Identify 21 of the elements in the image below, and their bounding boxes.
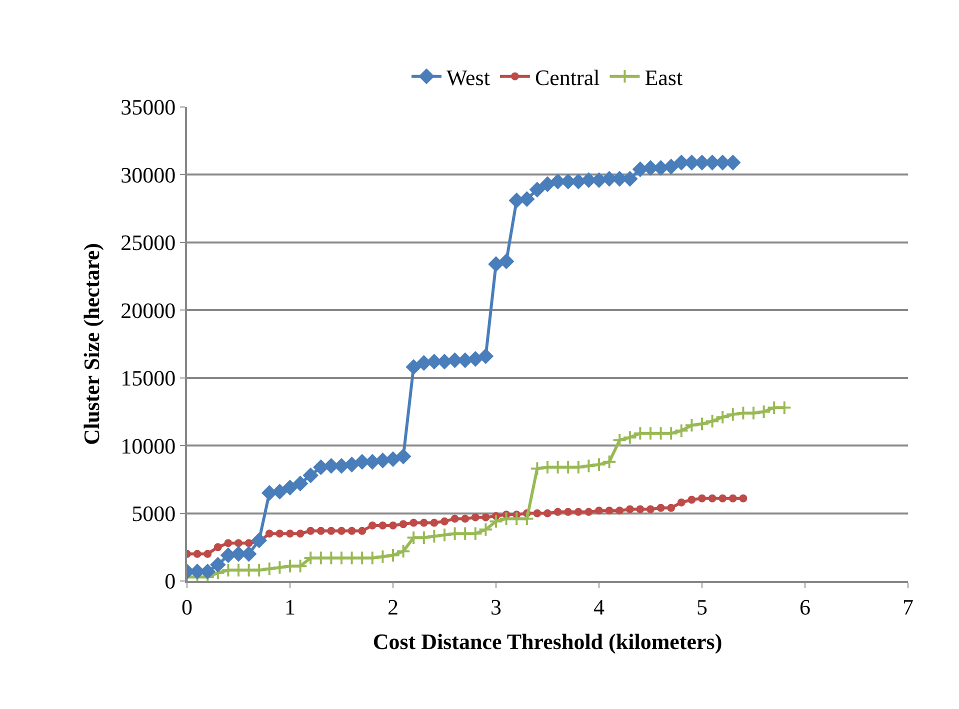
x-tick-label: 4 bbox=[594, 594, 604, 620]
x-tick-label: 1 bbox=[284, 594, 296, 620]
y-tick-label: 25000 bbox=[120, 230, 176, 256]
y-tick-label: 10000 bbox=[120, 433, 176, 458]
y-axis-title: Cluster Size (hectare) bbox=[78, 242, 104, 446]
legend-label: Central bbox=[534, 64, 600, 90]
y-tick-label: 15000 bbox=[120, 366, 176, 391]
x-tick-label: 5 bbox=[696, 594, 708, 620]
y-tick-label: 35000 bbox=[120, 94, 176, 120]
x-tick-label: 2 bbox=[388, 594, 398, 620]
x-tick-label: 6 bbox=[800, 594, 810, 620]
y-tick-label: 30000 bbox=[120, 162, 176, 188]
legend-label: West bbox=[446, 64, 490, 90]
x-tick-label: 7 bbox=[902, 594, 914, 620]
y-tick-label: 0 bbox=[164, 568, 176, 594]
y-tick-label: 20000 bbox=[120, 298, 176, 323]
y-tick-label: 5000 bbox=[132, 500, 176, 526]
x-tick-label: 3 bbox=[490, 594, 502, 620]
x-tick-label: 0 bbox=[182, 594, 192, 620]
x-axis-title: Cost Distance Threshold (kilometers) bbox=[372, 628, 722, 654]
legend-label: East bbox=[644, 64, 683, 90]
